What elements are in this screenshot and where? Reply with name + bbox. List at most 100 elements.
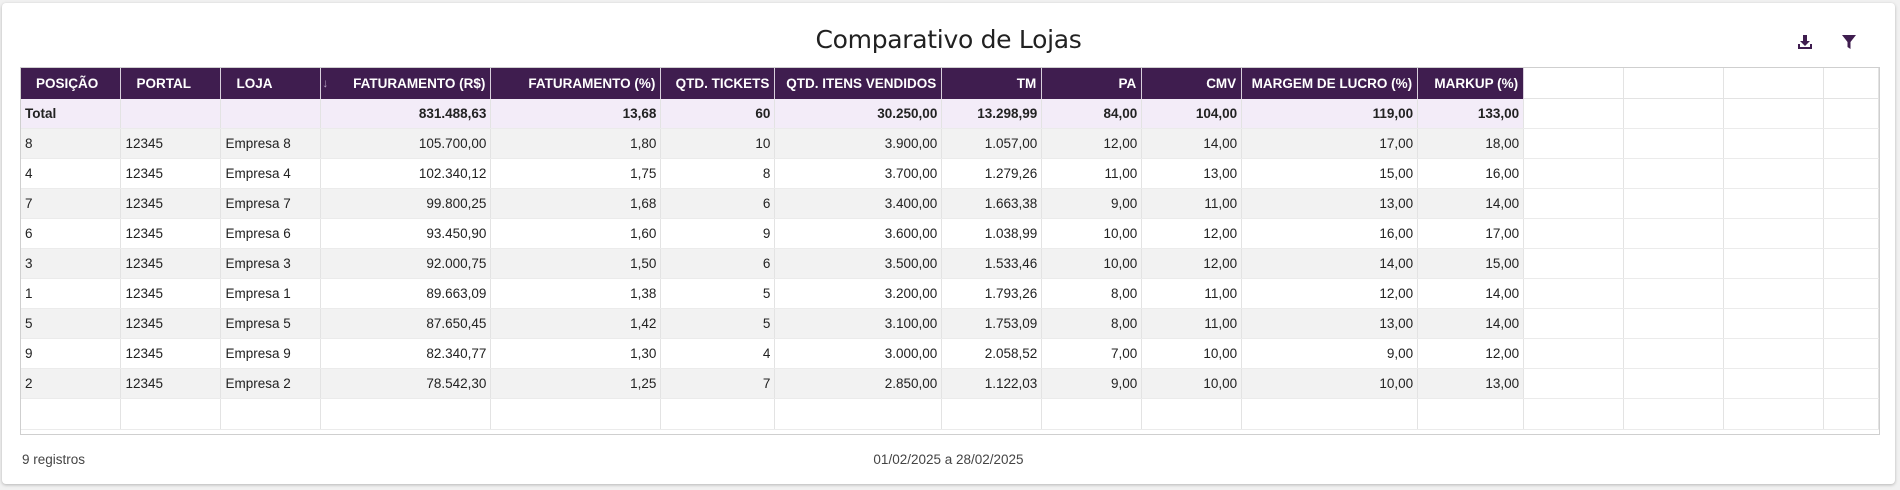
table-row[interactable]: 2 12345 Empresa 2 78.542,30 1,25 7 2.850,00 1.1… — [21, 368, 1879, 399]
column-header-loja[interactable]: LOJA — [220, 68, 322, 99]
table-cell: 9,00 — [1041, 368, 1143, 399]
table-cell: 1,42 — [490, 308, 662, 339]
empty-cell — [1523, 308, 1625, 339]
column-header-margem[interactable]: MARGEM DE LUCRO (%) — [1241, 68, 1419, 99]
table-cell: 8 — [21, 128, 122, 159]
column-header-cmv[interactable]: CMV — [1141, 68, 1243, 99]
empty-cell — [1823, 158, 1879, 189]
filter-button[interactable] — [1836, 29, 1862, 55]
table-cell: 10,00 — [1241, 368, 1419, 399]
empty-cell — [1141, 398, 1243, 430]
table-row[interactable]: 7 12345 Empresa 7 99.800,25 1,68 6 3.400,00 1.6… — [21, 188, 1879, 219]
table-cell: 1,68 — [490, 188, 662, 219]
empty-cell — [1823, 98, 1879, 129]
table-cell: 3.100,00 — [774, 308, 943, 339]
table-cell: 1,60 — [490, 218, 662, 249]
table-cell: 1.122,03 — [941, 368, 1043, 399]
table-cell: 93.450,90 — [320, 218, 492, 249]
column-header-faturamento-pct[interactable]: FATURAMENTO (%) — [490, 68, 662, 99]
empty-cell — [1241, 398, 1419, 430]
table-cell: 12345 — [120, 248, 222, 279]
column-header-faturamento-label: FATURAMENTO (R$) — [353, 75, 486, 91]
table-cell — [220, 98, 322, 129]
table-cell: 10,00 — [1041, 248, 1143, 279]
table-cell: 12,00 — [1241, 278, 1419, 309]
table-cell: 11,00 — [1041, 158, 1143, 189]
table-cell: 17,00 — [1417, 218, 1525, 249]
column-header-markup[interactable]: MARKUP (%) — [1417, 68, 1525, 99]
table-cell: 9 — [21, 338, 122, 369]
table-cell: 2.850,00 — [774, 368, 943, 399]
empty-cell — [1623, 188, 1724, 219]
table-row[interactable]: 6 12345 Empresa 6 93.450,90 1,60 9 3.600,00 1.0… — [21, 218, 1879, 249]
table-cell: 105.700,00 — [320, 128, 492, 159]
table-cell: 15,00 — [1417, 248, 1525, 279]
table-cell: 104,00 — [1141, 98, 1243, 129]
table-cell: 12345 — [120, 128, 222, 159]
empty-cell — [1523, 218, 1625, 249]
table-cell: 2 — [21, 368, 122, 399]
empty-cell — [1723, 98, 1824, 129]
table-row[interactable]: 3 12345 Empresa 3 92.000,75 1,50 6 3.500,00 1.5… — [21, 248, 1879, 279]
table-cell: 5 — [660, 308, 776, 339]
table-cell: 92.000,75 — [320, 248, 492, 279]
column-header-portal[interactable]: PORTAL — [120, 68, 222, 99]
report-card: Comparativo de Lojas POSIÇÃO PORTAL — [2, 3, 1895, 484]
table-cell: 99.800,25 — [320, 188, 492, 219]
empty-cell — [1623, 158, 1724, 189]
table-cell: 89.663,09 — [320, 278, 492, 309]
table-cell: 10,00 — [1141, 368, 1243, 399]
empty-cell — [1523, 98, 1625, 129]
table-cell: 12,00 — [1041, 128, 1143, 159]
column-header-faturamento[interactable]: ↓ FATURAMENTO (R$) — [320, 68, 492, 99]
download-button[interactable] — [1792, 29, 1818, 55]
empty-cell — [1623, 398, 1724, 430]
empty-cell — [1823, 128, 1879, 159]
empty-cell — [1623, 278, 1724, 309]
table-cell: 12345 — [120, 188, 222, 219]
table-cell: 6 — [660, 248, 776, 279]
column-header-pa[interactable]: PA — [1041, 68, 1143, 99]
empty-cell — [1823, 398, 1879, 430]
table-cell: Empresa 5 — [220, 308, 322, 339]
table-cell: 14,00 — [1241, 248, 1419, 279]
empty-cell — [1823, 338, 1879, 369]
table-cell: 14,00 — [1417, 188, 1525, 219]
empty-cell — [1723, 128, 1824, 159]
table-cell: 78.542,30 — [320, 368, 492, 399]
table-cell: 1.753,09 — [941, 308, 1043, 339]
table-cell: 5 — [21, 308, 122, 339]
table-cell: 12345 — [120, 158, 222, 189]
table-cell: Empresa 1 — [220, 278, 322, 309]
empty-cell — [1523, 188, 1625, 219]
total-row[interactable]: Total 831.488,63 13,68 60 30.250,00 13.298,99… — [21, 98, 1879, 129]
column-header-tm[interactable]: TM — [941, 68, 1043, 99]
filter-icon — [1842, 35, 1856, 49]
table-cell: 13,00 — [1241, 308, 1419, 339]
table-cell: 11,00 — [1141, 278, 1243, 309]
table-cell: 14,00 — [1417, 278, 1525, 309]
table-cell: 87.650,45 — [320, 308, 492, 339]
table-body: Total 831.488,63 13,68 60 30.250,00 13.298,99… — [21, 98, 1879, 430]
table-row[interactable]: 9 12345 Empresa 9 82.340,77 1,30 4 3.000,00 2.0… — [21, 338, 1879, 369]
table-row[interactable]: 5 12345 Empresa 5 87.650,45 1,42 5 3.100,00 1.7… — [21, 308, 1879, 339]
table-row[interactable]: 8 12345 Empresa 8 105.700,00 1,80 10 3.900,00 1… — [21, 128, 1879, 159]
table-cell: 1.793,26 — [941, 278, 1043, 309]
column-header-posicao[interactable]: POSIÇÃO — [21, 68, 122, 99]
table-cell: 12345 — [120, 278, 222, 309]
table-cell: 12345 — [120, 308, 222, 339]
table-row[interactable]: 1 12345 Empresa 1 89.663,09 1,38 5 3.200,00 1.7… — [21, 278, 1879, 309]
column-header-qtd-tickets[interactable]: QTD. TICKETS — [660, 68, 776, 99]
table-cell: 119,00 — [1241, 98, 1419, 129]
comparison-table: POSIÇÃO PORTAL LOJA ↓ FATURAMENTO (R$) FA… — [21, 68, 1879, 430]
empty-cell — [1723, 308, 1824, 339]
empty-cell — [1823, 188, 1879, 219]
table-row[interactable]: 4 12345 Empresa 4 102.340,12 1,75 8 3.700,00 1.… — [21, 158, 1879, 189]
empty-cell — [1623, 128, 1724, 159]
data-grid: POSIÇÃO PORTAL LOJA ↓ FATURAMENTO (R$) FA… — [20, 67, 1880, 435]
table-cell: 12,00 — [1141, 248, 1243, 279]
download-icon — [1798, 35, 1812, 49]
column-header-qtd-itens[interactable]: QTD. ITENS VENDIDOS — [774, 68, 943, 99]
table-cell: 7 — [660, 368, 776, 399]
header-row: POSIÇÃO PORTAL LOJA ↓ FATURAMENTO (R$) FA… — [21, 68, 1879, 99]
